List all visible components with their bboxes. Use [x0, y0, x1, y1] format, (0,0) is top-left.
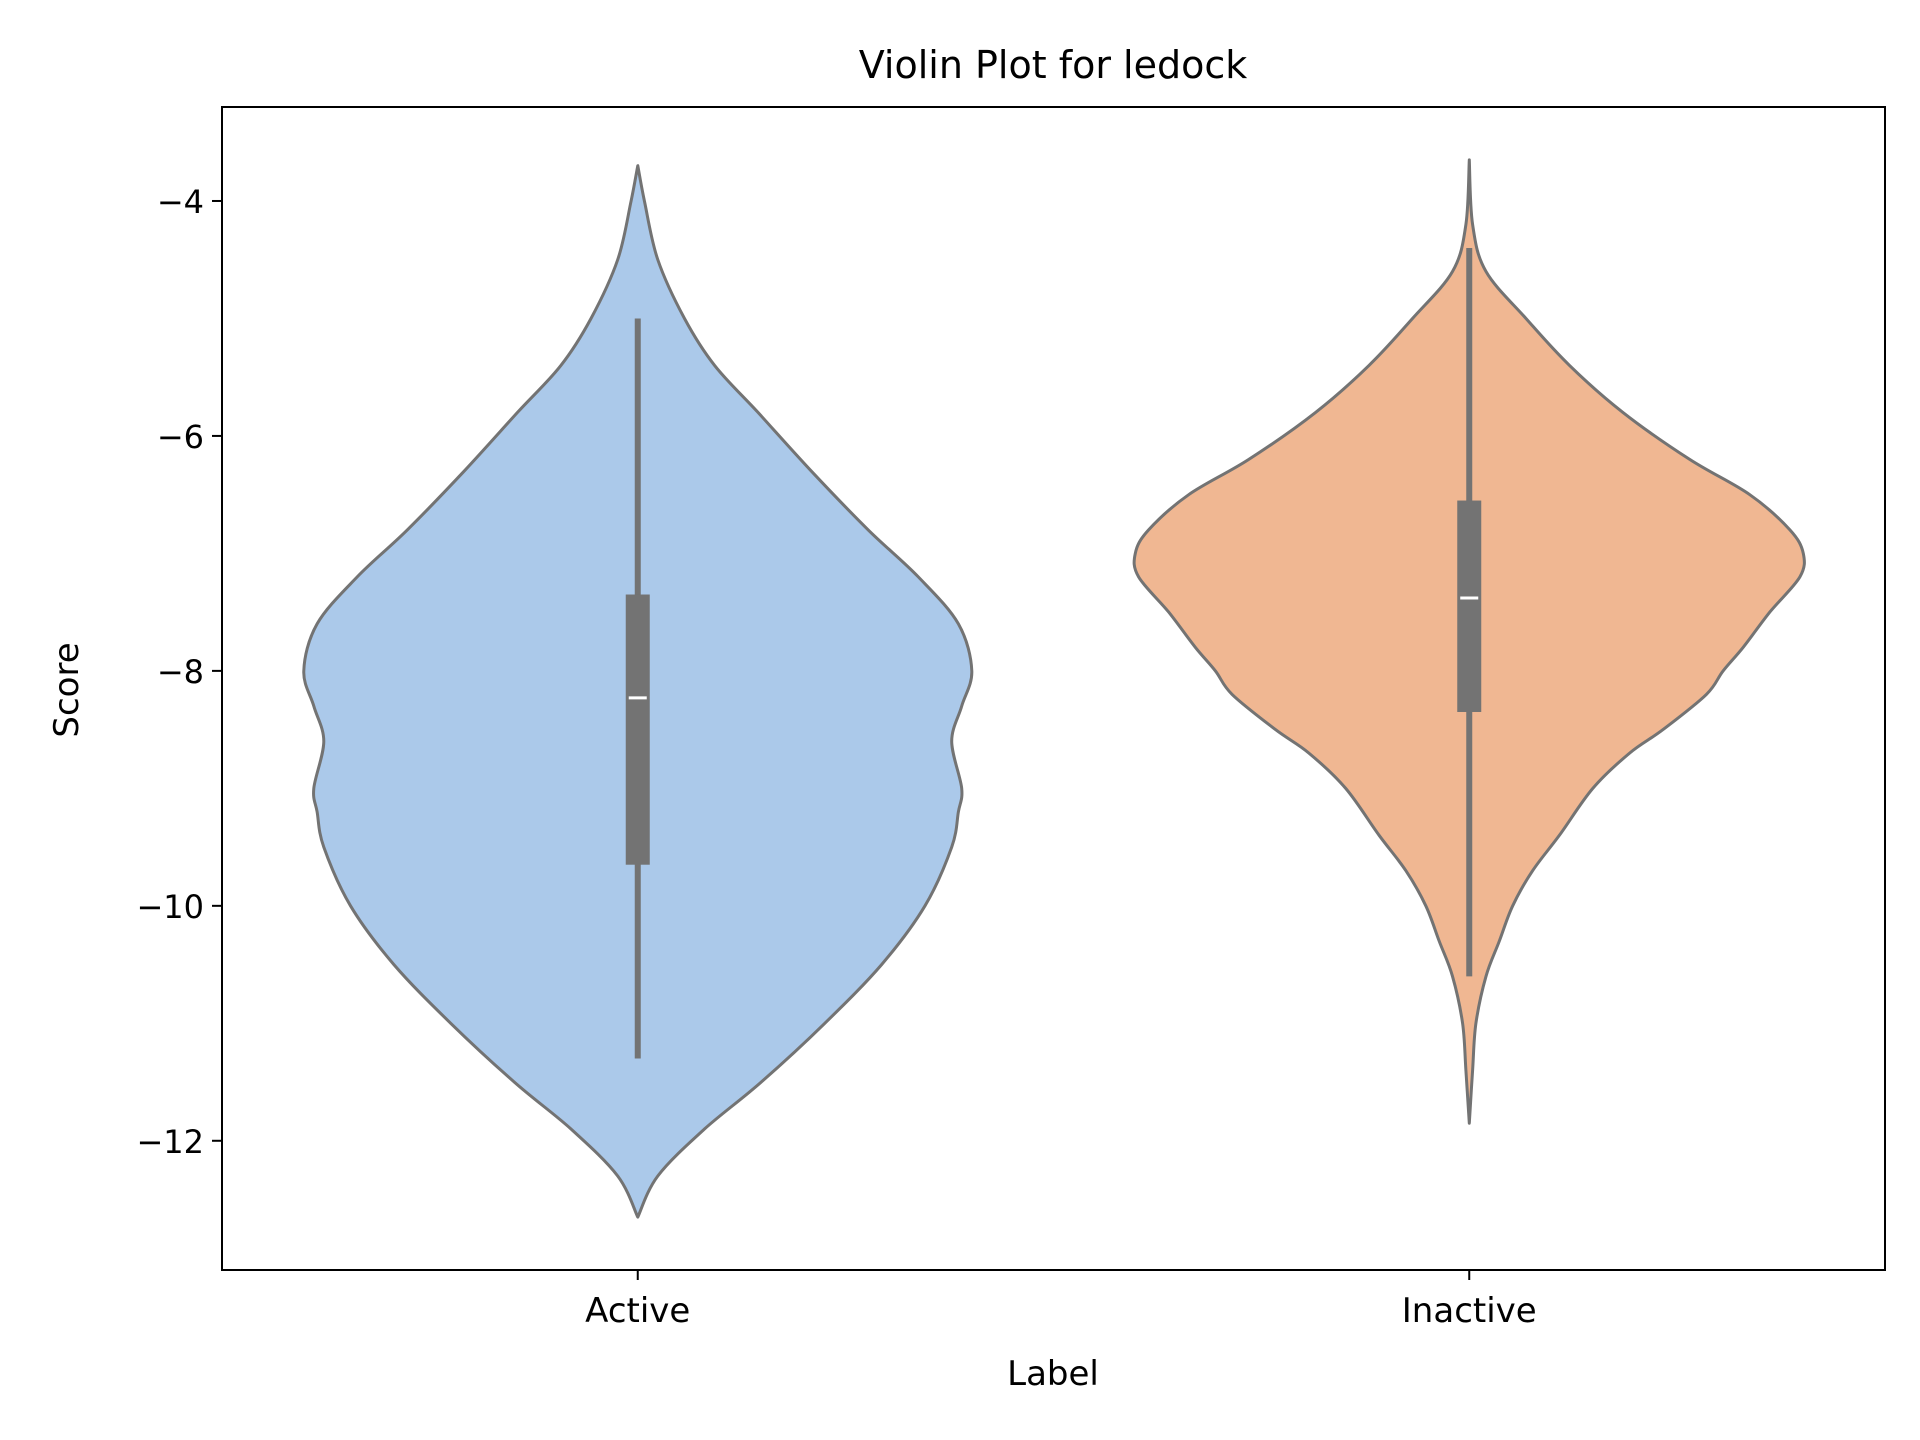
violins-group — [302, 158, 1806, 1219]
violin-iqr-box — [625, 594, 650, 865]
y-axis-label: Score — [47, 642, 87, 737]
chart-title: Violin Plot for ledock — [859, 43, 1247, 87]
violin-iqr-box — [1457, 500, 1482, 712]
x-axis-label: Label — [1007, 1354, 1099, 1394]
x-tick-label: Active — [585, 1291, 690, 1331]
y-tick-label: −4 — [157, 183, 204, 221]
violin-active — [302, 164, 974, 1219]
y-tick-label: −8 — [157, 653, 204, 691]
y-tick-label: −6 — [157, 418, 204, 456]
y-axis: −4 −6 −8 −10 −12 — [136, 183, 222, 1161]
violin-inactive — [1132, 158, 1806, 1125]
x-tick-label: Inactive — [1402, 1291, 1537, 1331]
x-axis: Active Inactive — [585, 1270, 1537, 1331]
y-tick-label: −10 — [136, 888, 204, 926]
plot-frame — [221, 106, 1886, 1271]
y-tick-label: −12 — [136, 1123, 204, 1161]
